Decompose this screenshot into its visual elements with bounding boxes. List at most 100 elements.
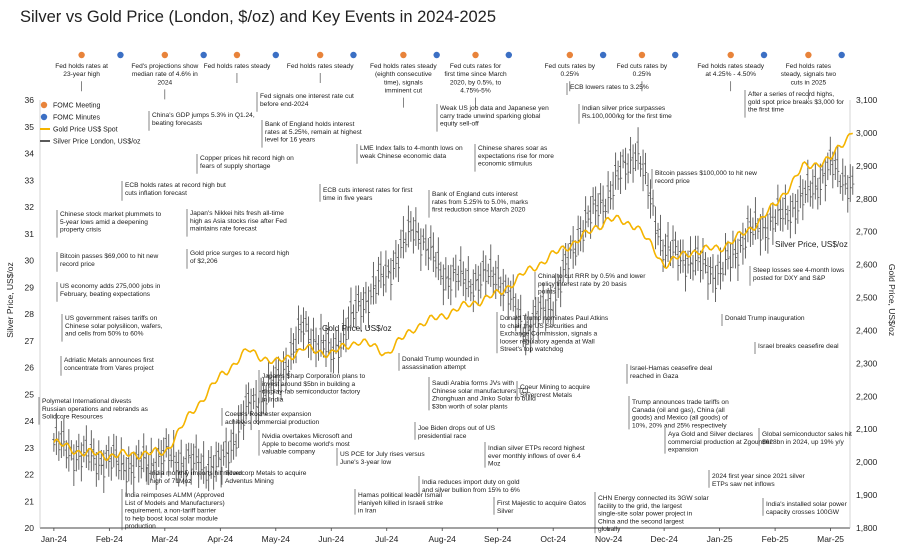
fomc-minutes-marker (505, 51, 513, 59)
event-annotation: India reimposes ALMM (Approved List of Mo… (125, 492, 225, 530)
x-tick-label: Dec-24 (650, 534, 678, 544)
event-annotation: Polymetal International divests Russian o… (42, 398, 149, 421)
left-tick-label: 23 (25, 443, 35, 453)
gold-series-label: Gold Price, US$/oz (322, 324, 392, 333)
event-annotation: Chinese shares soar as expectations rise … (478, 145, 554, 168)
event-annotation: Israel-Hamas ceasefire deal reached in Ga… (630, 365, 713, 380)
fomc-meeting-marker (233, 51, 241, 59)
legend-fomc-minutes: FOMC Minutes (53, 115, 101, 122)
event-annotation: Aya Gold and Silver declares commercial p… (668, 431, 773, 454)
event-annotation: Saudi Arabia forms JVs with Chinese solar… (432, 380, 536, 410)
event-annotation: India reduces import duty on gold and sil… (422, 479, 520, 494)
right-tick-label: 1,800 (856, 523, 878, 533)
left-tick-label: 20 (25, 523, 35, 533)
event-annotation: Indian silver price surpasses Rs.100,000/… (582, 105, 672, 120)
event-annotation: China's GDP jumps 5.3% in Q1.24, beating … (152, 112, 255, 127)
event-annotation: Fed signals one interest rate cut before … (260, 93, 354, 108)
x-tick-label: Jun-24 (318, 534, 344, 544)
right-tick-label: 2,400 (856, 325, 878, 335)
x-tick-label: Nov-24 (595, 534, 623, 544)
fomc-meeting-marker (161, 51, 169, 59)
legend-silver: Silver Price London, US$/oz (53, 139, 141, 146)
fomc-meeting-marker (805, 51, 812, 59)
event-annotation: Nvidia overtakes Microsoft and Apple to b… (262, 433, 352, 456)
right-tick-label: 2,900 (856, 161, 878, 171)
event-annotation: Coeur's Rochester expansion achieves comm… (225, 411, 320, 426)
event-annotation: US economy adds 275,000 jobs in February,… (60, 283, 161, 298)
event-annotation: ECB cuts interest rates for first time in… (323, 187, 413, 202)
left-tick-label: 34 (25, 149, 35, 159)
fomc-minutes-marker (200, 51, 207, 59)
event-annotation: Joe Biden drops out of US presidential ra… (418, 425, 496, 440)
fomc-events: Fed holds rates at 23-year high Fed's proj… (55, 51, 845, 108)
event-annotation: Bank of England holds interest rates at 5… (265, 121, 362, 144)
fomc-event-label: Fed cuts rates by 0.25% (545, 63, 596, 78)
left-tick-label: 35 (25, 122, 35, 132)
left-tick-label: 28 (25, 309, 35, 319)
fomc-event-label: Fed holds rates steady at 4.25% - 4.50% (697, 63, 764, 78)
event-annotation: Donald Trump inauguration (725, 315, 805, 322)
x-tick-label: Mar-25 (817, 534, 844, 544)
fomc-event-label: Fed cuts rates by 0.25% (617, 63, 668, 78)
fomc-meeting-marker (78, 51, 85, 59)
x-tick-label: May-24 (262, 534, 291, 544)
event-annotation: Gold price surges to a record high of $2,… (190, 250, 290, 265)
fomc-minutes-marker (350, 51, 357, 59)
event-annotation: LME Index falls to 4-month lows on weak C… (359, 145, 463, 160)
right-tick-label: 2,300 (856, 358, 878, 368)
legend-gold: Gold Price US$ Spot (53, 127, 118, 134)
right-tick-label: 2,600 (856, 260, 878, 270)
left-tick-label: 29 (25, 282, 35, 292)
left-tick-label: 27 (25, 336, 35, 346)
fomc-event-label: Fed holds rates steady (204, 63, 271, 70)
event-annotation: Hamas political leader Ismail Haniyeh kil… (358, 492, 443, 515)
x-tick-label: Apr-24 (208, 534, 234, 544)
x-tick-label: Oct-24 (540, 534, 566, 544)
event-annotation: Bitcoin passes $69,000 to hit new record … (60, 253, 158, 268)
left-tick-label: 22 (25, 470, 35, 480)
fomc-event-label: Fed holds rates steady (287, 63, 354, 70)
fomc-minutes-marker (760, 51, 768, 59)
event-annotation: After a series of record highs, gold spot… (748, 91, 845, 114)
silver-series-label: Silver Price, US$/oz (775, 240, 848, 249)
fomc-event-label: Fed's projections show median rate of 4.6… (131, 63, 198, 86)
x-tick-label: Mar-24 (151, 534, 178, 544)
gold-line (53, 132, 853, 461)
left-tick-label: 33 (25, 175, 35, 185)
left-tick-label: 30 (25, 256, 35, 266)
event-annotation: Japan's Nikkei hits fresh all-time high a… (190, 210, 287, 233)
right-tick-label: 3,100 (856, 95, 878, 105)
fomc-meeting-marker (638, 51, 646, 59)
legend-marker-fomc-meeting (40, 101, 48, 109)
chart-title: Silver vs Gold Price (London, $/oz) and … (20, 8, 496, 26)
event-annotation: Trump announces trade tariffs on Canada (… (632, 399, 729, 429)
event-annotation: ECB holds rates at record high but cuts i… (125, 182, 226, 197)
right-axis-label: Gold Price, US$/oz (887, 264, 897, 336)
x-tick-label: Aug-24 (429, 534, 457, 544)
event-annotation: Steep losses see 4-month lows posted for … (753, 267, 845, 282)
event-annotation: India's installed solar power capacity cr… (766, 501, 848, 516)
fomc-minutes-marker (117, 51, 124, 59)
fomc-event-label: Fed holds rates steady, signals two cuts i… (781, 63, 837, 86)
fomc-meeting-marker (727, 51, 734, 59)
gold-series (53, 132, 853, 461)
left-axis-label: Silver Price, US$/oz (5, 262, 15, 338)
x-tick-label: Jul-24 (375, 534, 398, 544)
axis-ticks: 20 21 22 23 24 25 26 27 28 29 30 31 32 33 34 35 36 1,800 1… (25, 95, 878, 544)
right-tick-label: 2,800 (856, 194, 878, 204)
event-annotation: Israel breaks ceasefire deal (758, 343, 839, 350)
fomc-event-label: Fed cuts rates for first time since March… (444, 63, 507, 95)
x-tick-label: Jan-24 (41, 534, 67, 544)
fomc-event-label: Fed holds rates at 23-year high (55, 63, 108, 78)
x-tick-label: Feb-25 (762, 534, 789, 544)
event-annotation: ECB lowers rates to 3.25% (570, 84, 649, 91)
event-annotation: Weak US job data and Japanese yen carry t… (440, 105, 549, 128)
fomc-meeting-marker (566, 51, 574, 59)
event-annotation: First Majestic to acquire Gatos Silver (497, 500, 587, 515)
event-annotation: Indian silver ETPs record highest ever mo… (488, 445, 585, 468)
right-tick-label: 2,500 (856, 293, 878, 303)
event-annotation: Silvercorp Metals to acquire Adventus Min… (225, 470, 307, 485)
event-annotation: Donald Trump wounded in assassination att… (402, 356, 479, 371)
event-annotation: Adriatic Metals announces first concentra… (64, 357, 154, 372)
event-annotation: 2024 first year since 2021 silver ETPs sa… (712, 473, 806, 488)
